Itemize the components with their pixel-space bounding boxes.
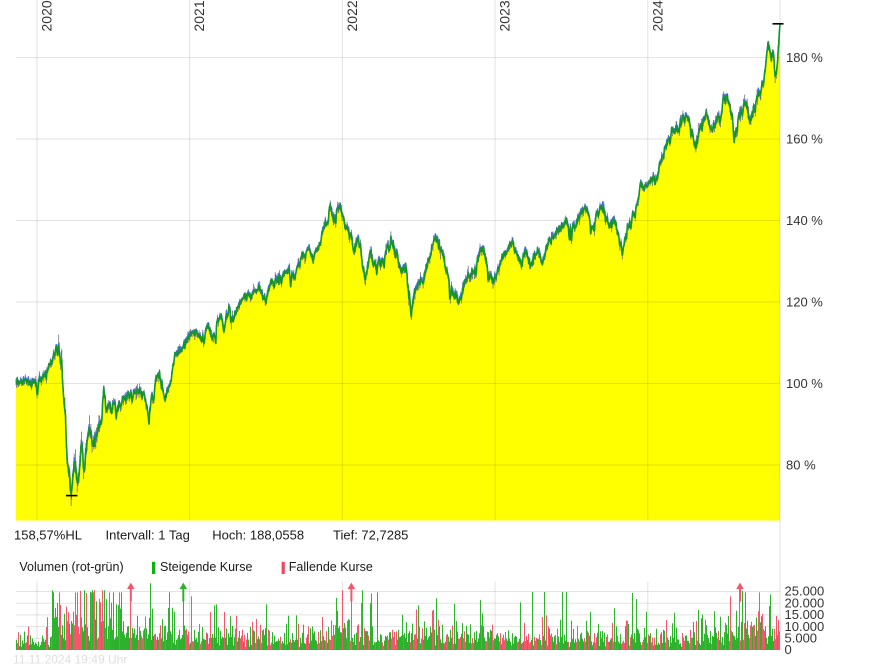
svg-text:20.000: 20.000 <box>785 595 825 610</box>
svg-text:120 %: 120 % <box>786 295 823 310</box>
svg-text:160 %: 160 % <box>786 132 823 147</box>
svg-text:158,57%HL: 158,57%HL <box>14 528 82 543</box>
svg-text:Volumen (rot-grün): Volumen (rot-grün) <box>19 560 123 574</box>
svg-text:Fallende Kurse: Fallende Kurse <box>289 560 373 574</box>
svg-text:Hoch: 188,0558: Hoch: 188,0558 <box>212 528 304 543</box>
svg-text:15.000: 15.000 <box>785 607 825 622</box>
svg-text:2020: 2020 <box>39 0 55 31</box>
svg-text:180 %: 180 % <box>786 50 823 65</box>
svg-text:5.000: 5.000 <box>785 631 818 646</box>
svg-text:25.000: 25.000 <box>785 584 825 599</box>
svg-text:2024: 2024 <box>649 0 665 31</box>
svg-text:Steigende Kurse: Steigende Kurse <box>160 560 252 574</box>
svg-text:Intervall: 1 Tag: Intervall: 1 Tag <box>106 528 190 543</box>
svg-text:10.000: 10.000 <box>785 619 825 634</box>
svg-text:11.11.2024 19:49 Uhr: 11.11.2024 19:49 Uhr <box>13 653 127 667</box>
svg-text:80 %: 80 % <box>786 458 816 473</box>
svg-text:2023: 2023 <box>497 0 513 31</box>
svg-text:100 %: 100 % <box>786 376 823 391</box>
svg-text:140 %: 140 % <box>786 213 823 228</box>
svg-text:2022: 2022 <box>344 0 360 31</box>
svg-text:2021: 2021 <box>191 0 207 31</box>
svg-text:Tief: 72,7285: Tief: 72,7285 <box>333 528 408 543</box>
svg-text:0: 0 <box>785 642 792 657</box>
